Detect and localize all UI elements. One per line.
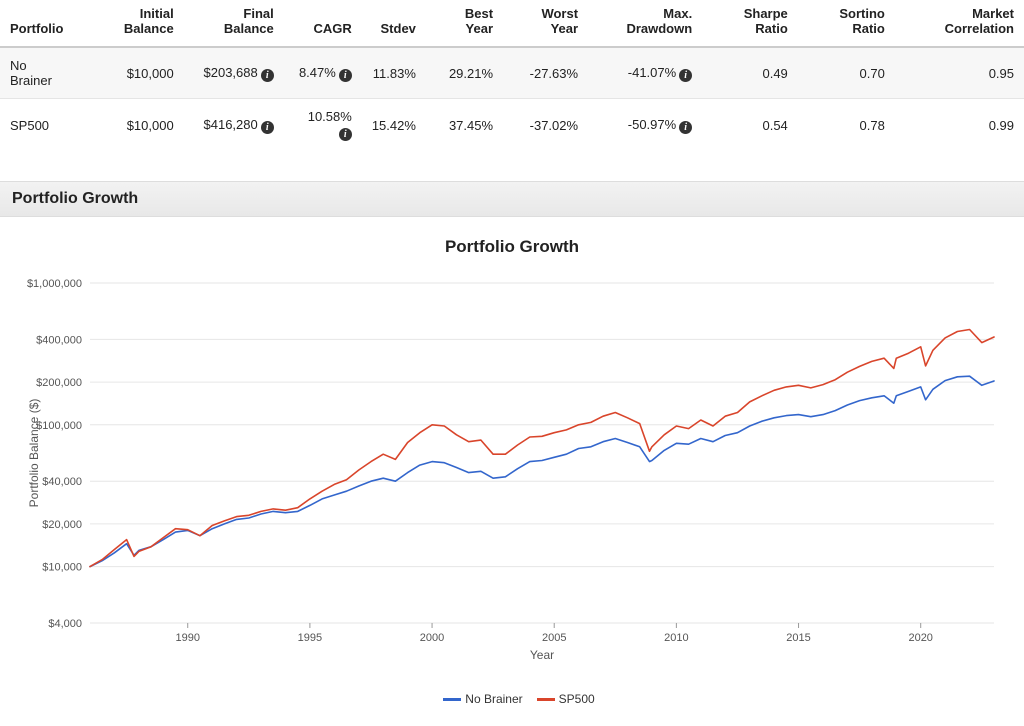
x-tick-label: 1990 xyxy=(175,632,199,644)
y-tick-label: $200,000 xyxy=(36,377,82,389)
y-tick-label: $1,000,000 xyxy=(27,278,82,290)
table-cell: -37.02% xyxy=(503,99,588,152)
table-cell: $416,280i xyxy=(184,99,284,152)
x-axis-label: Year xyxy=(530,648,554,662)
col-header: Best Year xyxy=(426,0,503,47)
table-cell: 11.83% xyxy=(362,47,426,99)
table-cell: 37.45% xyxy=(426,99,503,152)
chart-svg: $4,000 $10,000 $20,000 $40,000 $100,000 $200,… xyxy=(20,263,1004,683)
legend-label: SP500 xyxy=(559,692,595,706)
y-tick-label: $40,000 xyxy=(42,476,82,488)
y-tick-label: $400,000 xyxy=(36,334,82,346)
x-tick-label: 2015 xyxy=(786,632,810,644)
info-icon[interactable]: i xyxy=(339,128,352,141)
legend-label: No Brainer xyxy=(465,692,522,706)
x-tick-label: 2000 xyxy=(420,632,444,644)
info-icon[interactable]: i xyxy=(339,69,352,82)
info-icon[interactable]: i xyxy=(261,69,274,82)
portfolio-growth-chart: Portfolio Growth $4,000 $10,000 $20,000 $40… xyxy=(0,217,1024,726)
legend-swatch xyxy=(537,698,555,701)
x-tick-label: 1995 xyxy=(298,632,322,644)
y-tick-label: $4,000 xyxy=(48,618,82,630)
table-cell: 0.99 xyxy=(895,99,1024,152)
x-tick-label: 2005 xyxy=(542,632,566,644)
table-cell: 15.42% xyxy=(362,99,426,152)
table-cell: 10.58%i xyxy=(284,99,362,152)
info-icon[interactable]: i xyxy=(261,121,274,134)
table-row: No Brainer$10,000$203,688i8.47%i11.83%29… xyxy=(0,47,1024,99)
table-cell: 8.47%i xyxy=(284,47,362,99)
series-line xyxy=(90,330,994,567)
chart-legend: No Brainer SP500 xyxy=(20,692,1004,706)
section-header: Portfolio Growth xyxy=(0,181,1024,217)
table-cell: SP500 xyxy=(0,99,81,152)
table-cell: 0.54 xyxy=(702,99,798,152)
table-cell: -41.07%i xyxy=(588,47,702,99)
table-row: SP500$10,000$416,280i10.58%i15.42%37.45%… xyxy=(0,99,1024,152)
col-header: Stdev xyxy=(362,0,426,47)
col-header: Sharpe Ratio xyxy=(702,0,798,47)
table-cell: 0.95 xyxy=(895,47,1024,99)
chart-title: Portfolio Growth xyxy=(20,237,1004,257)
x-tick-label: 2020 xyxy=(908,632,932,644)
col-header: Sortino Ratio xyxy=(798,0,895,47)
y-tick-label: $20,000 xyxy=(42,519,82,531)
col-header: Initial Balance xyxy=(81,0,184,47)
table-cell: -27.63% xyxy=(503,47,588,99)
table-cell: $10,000 xyxy=(81,47,184,99)
col-header: Portfolio xyxy=(0,0,81,47)
legend-swatch xyxy=(443,698,461,701)
table-cell: $10,000 xyxy=(81,99,184,152)
y-axis-label: Portfolio Balance ($) xyxy=(27,399,41,508)
info-icon[interactable]: i xyxy=(679,69,692,82)
y-tick-label: $100,000 xyxy=(36,420,82,432)
table-cell: 0.49 xyxy=(702,47,798,99)
col-header: Max. Drawdown xyxy=(588,0,702,47)
table-cell: 0.70 xyxy=(798,47,895,99)
table-cell: 0.78 xyxy=(798,99,895,152)
portfolio-stats-table: PortfolioInitial BalanceFinal BalanceCAG… xyxy=(0,0,1024,151)
table-cell: 29.21% xyxy=(426,47,503,99)
y-tick-label: $10,000 xyxy=(42,562,82,574)
x-tick-label: 2010 xyxy=(664,632,688,644)
col-header: Market Correlation xyxy=(895,0,1024,47)
table-cell: No Brainer xyxy=(0,47,81,99)
table-cell: $203,688i xyxy=(184,47,284,99)
table-cell: -50.97%i xyxy=(588,99,702,152)
col-header: Worst Year xyxy=(503,0,588,47)
col-header: CAGR xyxy=(284,0,362,47)
col-header: Final Balance xyxy=(184,0,284,47)
info-icon[interactable]: i xyxy=(679,121,692,134)
series-line xyxy=(90,376,994,566)
